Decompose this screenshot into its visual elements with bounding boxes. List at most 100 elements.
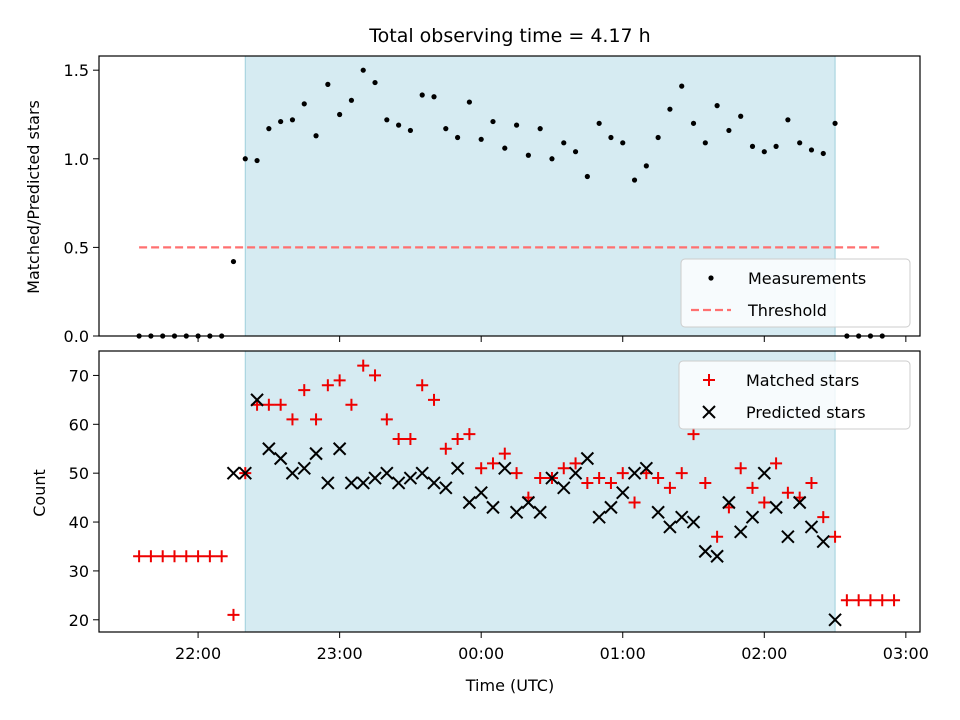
matched-stars-point	[569, 457, 582, 470]
measurements-point	[360, 67, 366, 73]
legend-label-measurements: Measurements	[748, 269, 866, 288]
predicted-stars-point	[745, 510, 760, 524]
predicted-stars-point	[627, 466, 642, 480]
predicted-stars-point	[521, 495, 536, 510]
predicted-stars-point	[262, 442, 276, 456]
y-tick-label: 20	[69, 611, 89, 630]
matched-stars-point	[180, 550, 193, 563]
panel-bottom: 20 30 40 50 60 70 22:00 23:00 00:00 01:00 02:00 03:…	[69, 350, 929, 663]
matched-stars-point	[852, 594, 865, 607]
matched-stars-point	[486, 457, 499, 470]
y-tick-label: 60	[69, 415, 89, 434]
predicted-stars-point	[639, 461, 654, 475]
x-tick-label: 22:00	[175, 644, 221, 663]
measurements-point	[549, 156, 555, 162]
measurements-point	[513, 122, 520, 128]
measurements-point	[502, 145, 508, 151]
matched-stars-point	[699, 476, 712, 489]
measurements-point	[596, 120, 602, 126]
predicted-stars-point	[616, 486, 630, 500]
legend-swatch-matched-stars	[703, 374, 715, 386]
matched-stars-point	[616, 467, 629, 480]
x-tick-label: 02:00	[741, 644, 787, 663]
matched-stars-point	[463, 428, 476, 441]
predicted-stars-point	[710, 549, 724, 563]
predicted-stars-point	[675, 510, 689, 524]
x-axis-label: Time (UTC)	[465, 676, 554, 695]
matched-stars-point	[687, 428, 700, 441]
predicted-stars-point	[462, 495, 477, 510]
predicted-stars-point	[816, 534, 830, 549]
predicted-stars-point	[733, 525, 748, 539]
x-tick-label: 00:00	[458, 644, 504, 663]
measurements-point	[773, 143, 779, 149]
measurements-point	[478, 136, 484, 142]
measurements-point	[254, 157, 260, 164]
matched-stars-point	[168, 550, 181, 563]
x-tick-label: 01:00	[600, 644, 646, 663]
legend-box	[680, 258, 911, 328]
matched-stars-point	[310, 413, 323, 426]
matched-stars-point	[805, 476, 818, 489]
predicted-stars-point	[828, 613, 842, 627]
measurements-point	[714, 103, 720, 109]
measurements-point	[797, 140, 803, 146]
matched-stars-point	[557, 462, 570, 475]
matched-stars-point	[439, 442, 452, 455]
predicted-stars-point	[781, 529, 795, 544]
measurements-point	[372, 79, 378, 86]
matched-stars-point	[817, 511, 830, 524]
matched-stars-point	[829, 530, 842, 543]
predicted-stars-point	[415, 466, 429, 480]
predicted-stars-point	[545, 471, 559, 485]
predicted-stars-point	[604, 500, 618, 515]
measurements-point	[679, 83, 685, 89]
predicted-stars-point	[474, 486, 488, 500]
y-tick-label: 1.0	[64, 150, 89, 169]
matched-stars-point	[675, 467, 688, 480]
measurements-point	[820, 150, 826, 157]
predicted-stars-point	[486, 500, 500, 515]
matched-stars-point	[428, 393, 441, 406]
predicted-stars-point	[769, 500, 783, 515]
measurements-point	[702, 140, 708, 146]
matched-stars-point	[345, 398, 358, 411]
matched-stars-point	[734, 462, 747, 475]
predicted-stars-point	[686, 515, 701, 529]
measurements-point	[832, 120, 838, 126]
y-tick-label: 30	[69, 562, 89, 581]
measurements-point	[337, 111, 343, 118]
measurements-point	[690, 120, 697, 126]
y-tick-label: 50	[69, 464, 89, 483]
y-axis-label-top: Matched/Predicted stars	[24, 100, 43, 294]
panel-top: 0.0 0.5 1.0 1.5 Measurements Threshold	[64, 55, 921, 346]
predicted-stars-point	[344, 476, 359, 490]
predicted-stars-point	[368, 471, 382, 485]
matched-stars-point	[581, 476, 594, 489]
predicted-stars-point	[804, 520, 819, 534]
matched-stars-point	[534, 472, 547, 485]
matched-stars-point	[404, 432, 417, 445]
matched-stars-point	[286, 413, 299, 426]
y-tick-label: 0.0	[64, 327, 89, 346]
y-tick-label: 1.5	[64, 61, 89, 80]
matched-stars-point	[144, 550, 157, 563]
predicted-stars-point	[391, 476, 406, 490]
matched-stars-point	[392, 432, 405, 445]
predicted-stars-point	[792, 495, 807, 510]
predicted-stars-point	[663, 520, 677, 534]
measurements-point	[454, 134, 461, 141]
matched-stars-point	[770, 457, 783, 470]
measurements-point	[620, 140, 626, 146]
y-tick-label: 0.5	[64, 238, 89, 257]
predicted-stars-point	[557, 481, 571, 495]
measurements-point	[384, 117, 390, 123]
predicted-stars-point	[757, 466, 772, 480]
predicted-stars-point	[321, 476, 335, 490]
predicted-stars-point	[427, 476, 441, 490]
matched-stars-point	[321, 379, 334, 392]
measurements-point	[266, 126, 272, 132]
measurements-point	[230, 258, 237, 265]
predicted-stars-point	[439, 481, 453, 495]
